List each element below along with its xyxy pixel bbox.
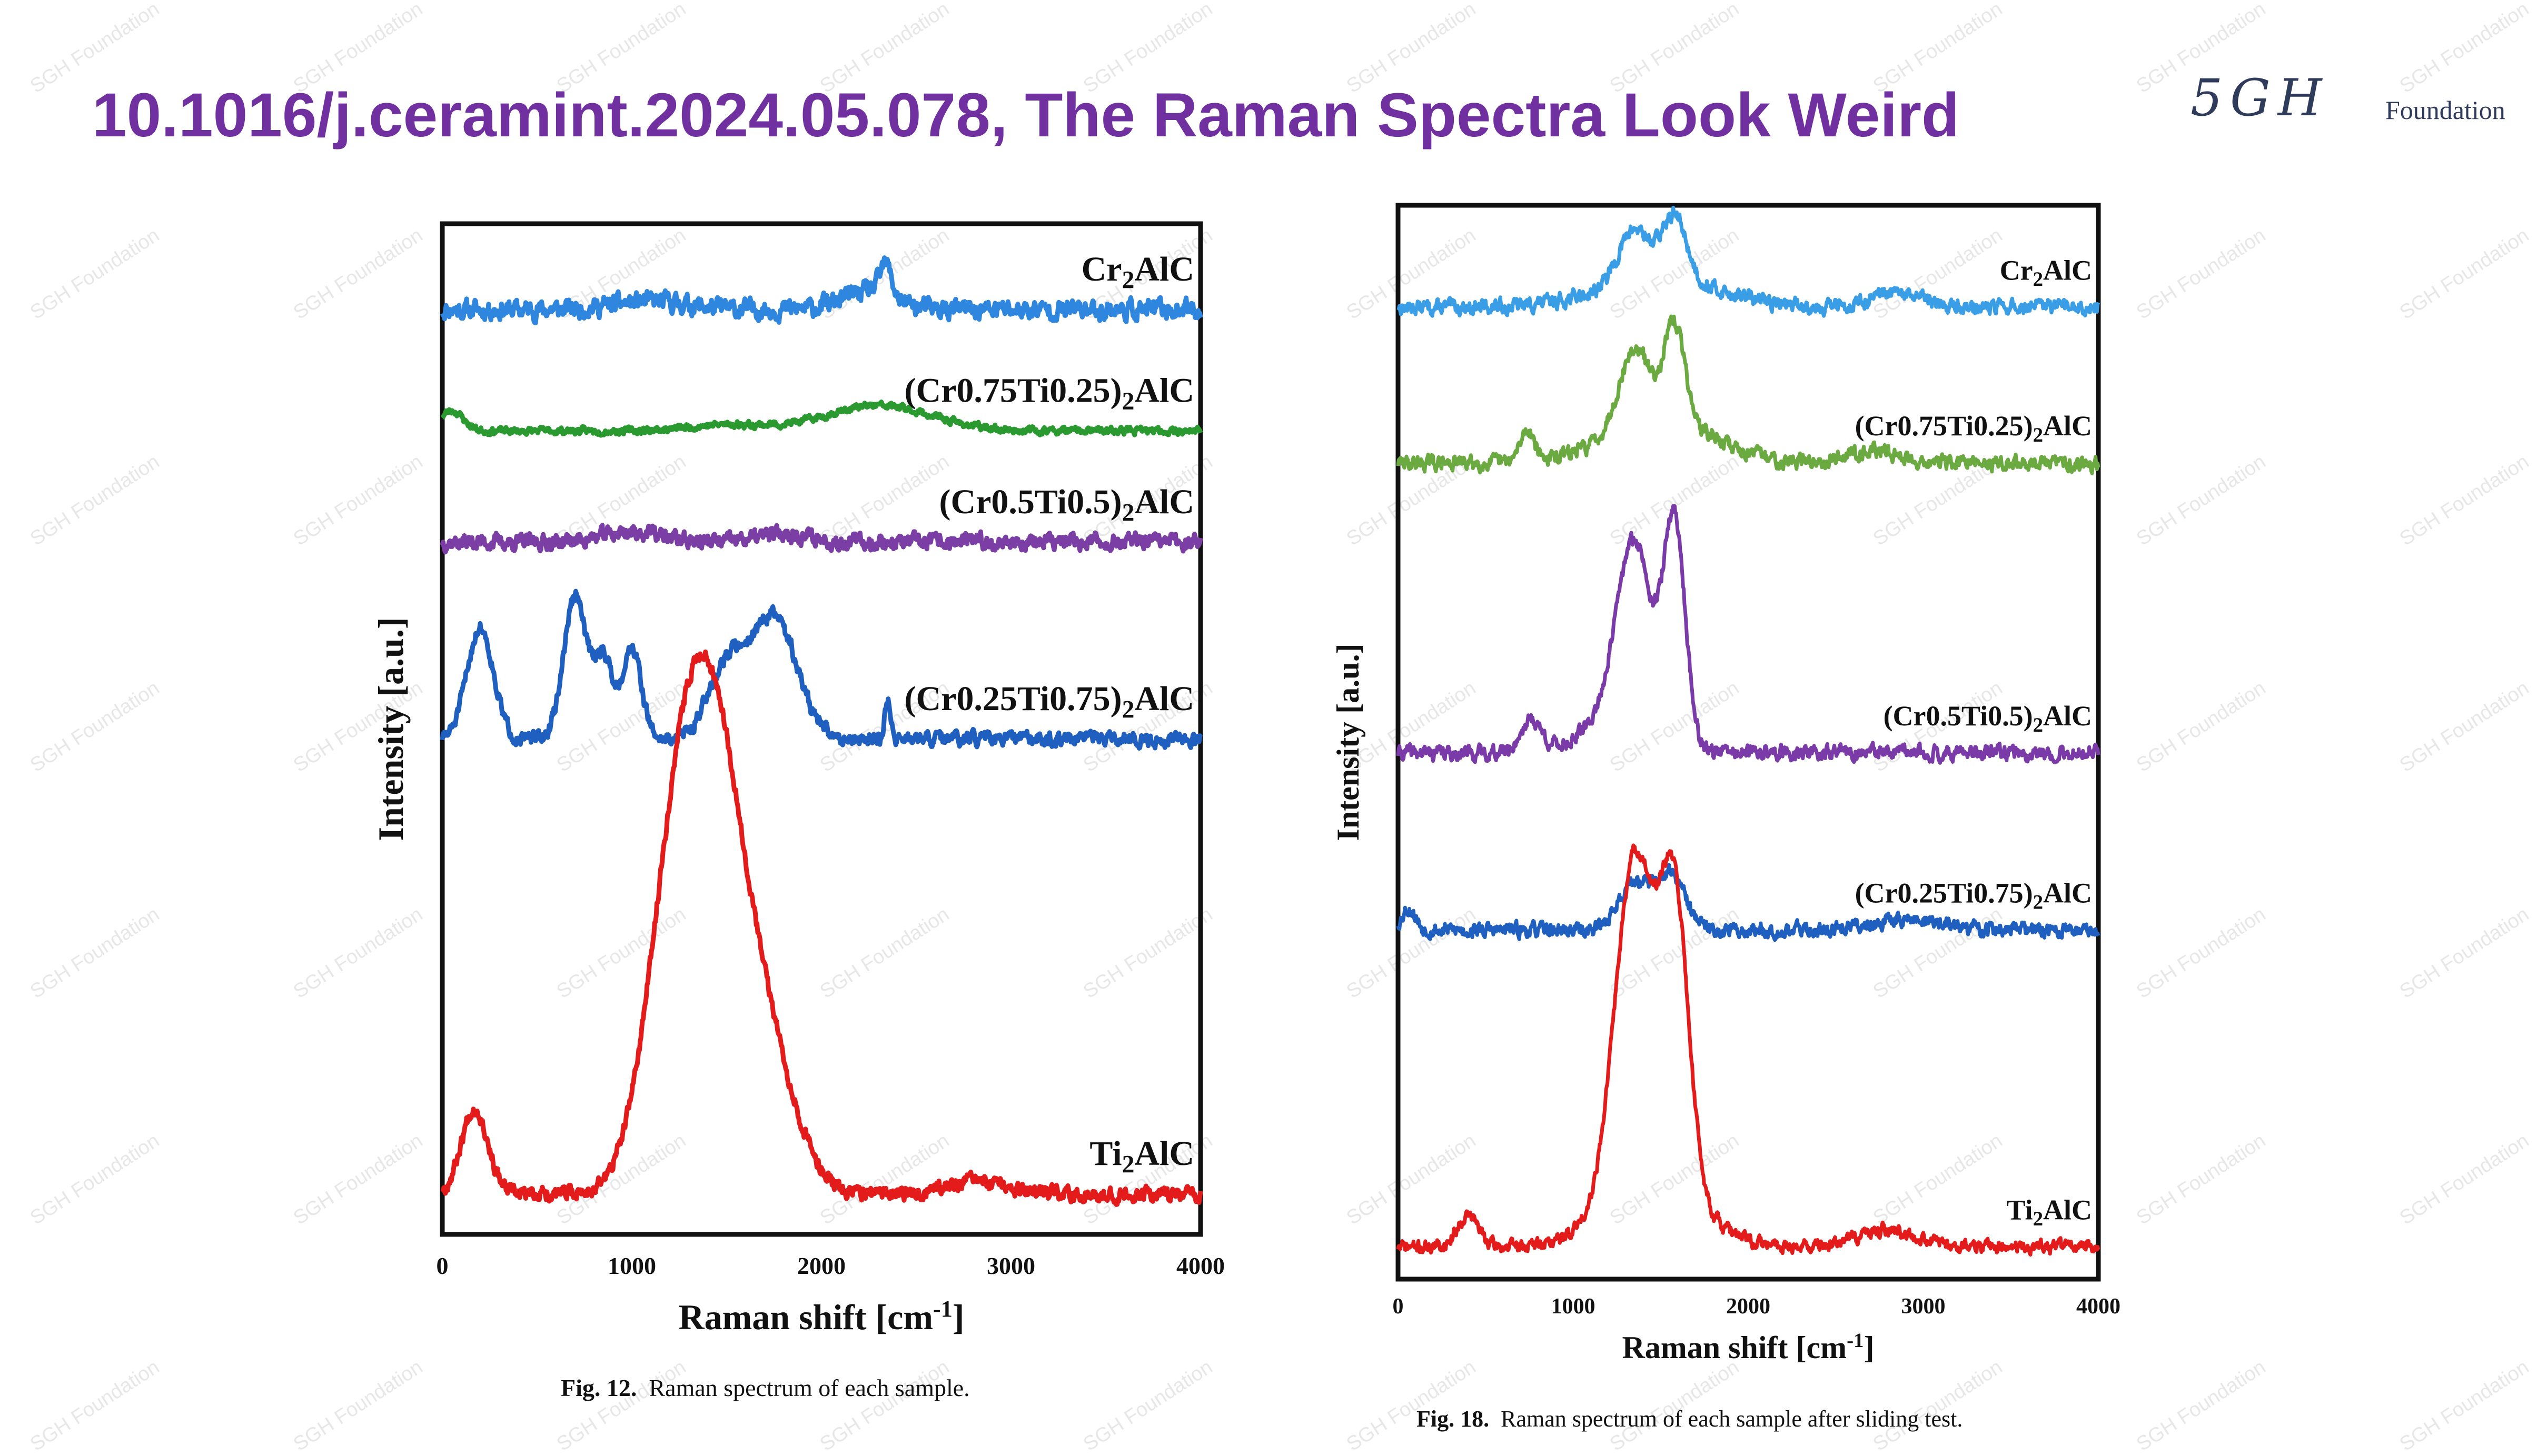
series-line-1 bbox=[1396, 314, 2100, 475]
watermark-text: SGH Foundation bbox=[2396, 1129, 2533, 1230]
x-tick-label-1: 1000 bbox=[608, 1252, 656, 1279]
plot-frame bbox=[1395, 203, 2101, 1282]
watermark-text: SGH Foundation bbox=[816, 1355, 954, 1456]
series-label-1: (Cr0.75Ti0.25)2AlC bbox=[1855, 410, 2092, 446]
y-axis-label: Intensity [a.u.] bbox=[1331, 643, 1365, 841]
x-tick-label-2: 2000 bbox=[797, 1252, 846, 1279]
series-line-0 bbox=[440, 255, 1203, 325]
series-line-0 bbox=[1396, 205, 2100, 318]
watermark-text: SGH Foundation bbox=[2396, 676, 2533, 777]
x-tick-label-0: 0 bbox=[1393, 1294, 1404, 1319]
series-label-4: Ti2AlC bbox=[2007, 1194, 2092, 1230]
series-line-1 bbox=[440, 400, 1203, 438]
watermark-text: SGH Foundation bbox=[26, 903, 164, 1003]
caption-fig12-label: Fig. 12. bbox=[561, 1374, 637, 1401]
x-tick-label-4: 4000 bbox=[1176, 1252, 1225, 1279]
caption-fig18-text: Raman spectrum of each sample after slid… bbox=[1501, 1406, 1963, 1432]
series-line-4 bbox=[440, 649, 1203, 1207]
series-line-4 bbox=[1396, 843, 2100, 1257]
series-line-3 bbox=[440, 589, 1203, 751]
series-label-2: (Cr0.5Ti0.5)2AlC bbox=[1884, 700, 2092, 736]
logo-mark: 5GH bbox=[2191, 68, 2330, 127]
watermark-text: SGH Foundation bbox=[2396, 903, 2533, 1003]
raman-chart-fig18: Cr2AlC (Cr0.75Ti0.25)2AlC (Cr0.5Ti0.5)2AlC… bbox=[1331, 203, 2120, 1365]
x-axis-label: Raman shift [cm-1] bbox=[679, 1296, 965, 1337]
watermark-text: SGH Foundation bbox=[26, 224, 164, 324]
x-tick-label-3: 3000 bbox=[1901, 1294, 1946, 1319]
y-axis-label: Intensity [a.u.] bbox=[371, 617, 411, 841]
watermark-text: SGH Foundation bbox=[26, 676, 164, 777]
series-label-1: (Cr0.75Ti0.25)2AlC bbox=[904, 372, 1194, 416]
watermark-text: SGH Foundation bbox=[553, 1355, 690, 1456]
watermark-text: SGH Foundation bbox=[26, 1355, 164, 1456]
x-tick-label-2: 2000 bbox=[1726, 1294, 1770, 1319]
series-label-3: (Cr0.25Ti0.75)2AlC bbox=[904, 680, 1194, 724]
series-label-4: Ti2AlC bbox=[1089, 1134, 1194, 1179]
series-label-0: Cr2AlC bbox=[1082, 250, 1194, 294]
watermark-text: SGH Foundation bbox=[2396, 450, 2533, 551]
watermark-text: SGH Foundation bbox=[290, 1355, 427, 1456]
raman-chart-fig12: Cr2AlC (Cr0.75Ti0.25)2AlC (Cr0.5Ti0.5)2AlC… bbox=[371, 221, 1225, 1337]
x-tick-label-1: 1000 bbox=[1551, 1294, 1595, 1319]
series-line-2 bbox=[440, 523, 1203, 555]
caption-fig18-label: Fig. 18. bbox=[1416, 1406, 1490, 1432]
series-label-0: Cr2AlC bbox=[2000, 254, 2092, 291]
x-tick-label-4: 4000 bbox=[2076, 1294, 2120, 1319]
plot-frame bbox=[440, 221, 1203, 1237]
caption-fig12-text: Raman spectrum of each sample. bbox=[649, 1374, 970, 1401]
x-tick-label-0: 0 bbox=[437, 1252, 449, 1279]
x-tick-label-3: 3000 bbox=[987, 1252, 1035, 1279]
x-axis-label: Raman shift [cm-1] bbox=[1622, 1329, 1874, 1365]
caption-fig12: Fig. 12. Raman spectrum of each sample. bbox=[561, 1374, 970, 1402]
watermark-text: SGH Foundation bbox=[26, 450, 164, 551]
caption-fig18: Fig. 18. Raman spectrum of each sample a… bbox=[1416, 1405, 1963, 1432]
watermark-text: SGH Foundation bbox=[1079, 1355, 1217, 1456]
watermark-text: SGH Foundation bbox=[26, 1129, 164, 1230]
series-line-3 bbox=[1396, 863, 2100, 942]
foundation-logo: 5GH Foundation bbox=[2191, 68, 2528, 137]
logo-word: Foundation bbox=[2385, 95, 2505, 125]
series-line-2 bbox=[1396, 504, 2100, 765]
series-label-3: (Cr0.25Ti0.75)2AlC bbox=[1855, 877, 2092, 914]
series-label-2: (Cr0.5Ti0.5)2AlC bbox=[939, 483, 1194, 527]
watermark-text: SGH Foundation bbox=[2396, 1355, 2533, 1456]
watermark-text: SGH Foundation bbox=[2396, 224, 2533, 324]
page-title: 10.1016/j.ceramint.2024.05.078, The Rama… bbox=[92, 81, 1960, 150]
